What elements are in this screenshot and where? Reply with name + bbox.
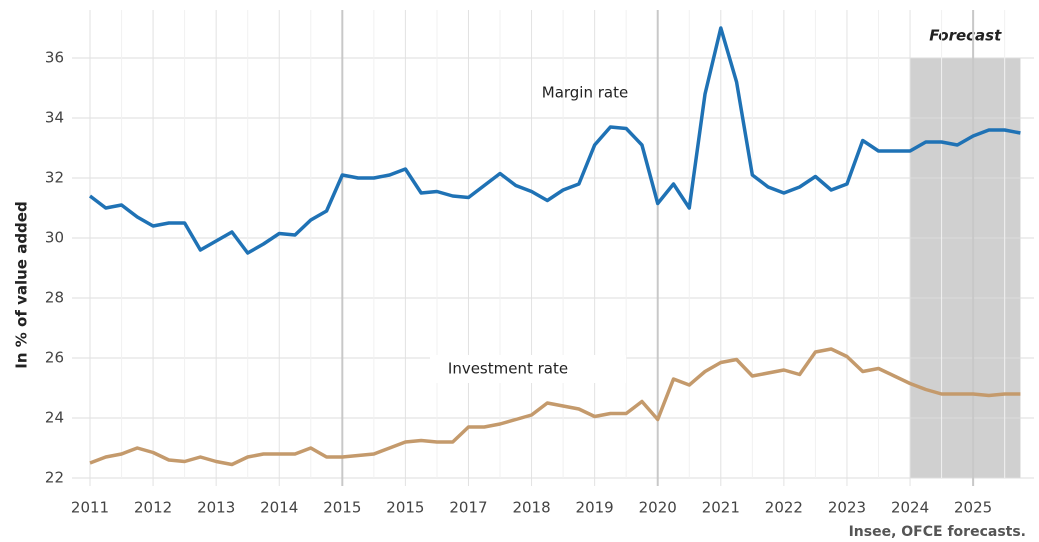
x-tick-label: 2017: [449, 499, 487, 517]
x-tick-label: 2015: [323, 499, 361, 517]
series-label: Investment rate: [448, 360, 568, 378]
y-tick-label: 36: [45, 49, 64, 67]
x-tick-label: 2024: [891, 499, 929, 517]
y-tick-label: 22: [45, 469, 64, 487]
y-tick-label: 30: [45, 229, 64, 247]
label-background: [430, 355, 626, 383]
x-tick-label: 2020: [639, 499, 677, 517]
y-tick-label: 34: [45, 109, 64, 127]
x-tick-label: 2013: [197, 499, 235, 517]
x-tick-label: 2023: [828, 499, 866, 517]
y-axis-label: In % of value added: [13, 201, 31, 368]
series-label: Margin rate: [542, 84, 628, 102]
x-tick-label: 2011: [71, 499, 109, 517]
y-tick-label: 26: [45, 349, 64, 367]
y-tick-label: 32: [45, 169, 64, 187]
y-tick-label: 24: [45, 409, 64, 427]
source: Insee, OFCE forecasts.: [849, 524, 1026, 540]
x-tick-label: 2012: [134, 499, 172, 517]
line-series: [89, 347, 1021, 467]
y-tick-label: 28: [45, 289, 64, 307]
forecast-label: Forecast: [929, 27, 1002, 45]
x-tick-label: 2019: [576, 499, 614, 517]
x-tick-label: 2022: [765, 499, 803, 517]
x-tick-label: 2015: [386, 499, 424, 517]
x-tick-label: 2018: [512, 499, 550, 517]
line-series: [88, 26, 1021, 255]
x-tick-label: 2014: [260, 499, 298, 517]
forecast-region: [910, 58, 1021, 478]
x-tick-label: 2025: [954, 499, 992, 517]
x-tick-label: 2021: [702, 499, 740, 517]
